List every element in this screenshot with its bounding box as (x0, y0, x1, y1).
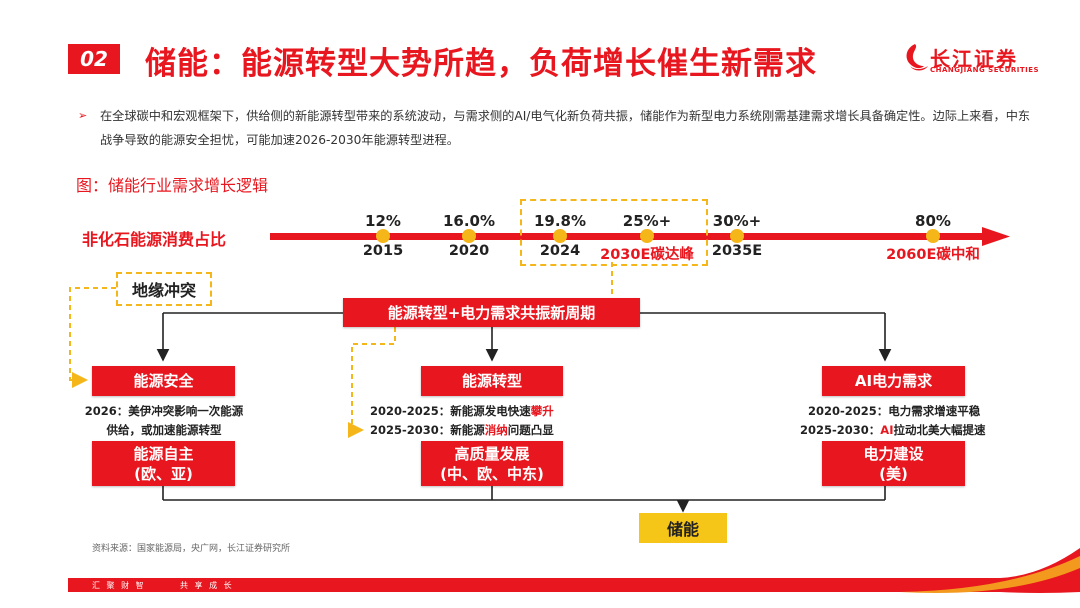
changjiang-logo-icon (906, 44, 928, 71)
timeline-dot (730, 229, 744, 243)
timeline-dot (553, 229, 567, 243)
bullet-text: 在全球碳中和宏观框架下，供给侧的新能源转型带来的系统波动，与需求侧的AI/电气化… (100, 109, 1031, 147)
desc-highlight: AI (880, 423, 894, 437)
timeline-pct-2060: 80% (915, 212, 951, 230)
timeline-pct-2015: 12% (365, 212, 401, 230)
timeline-arrow (270, 227, 1010, 246)
logo-text: 长江证券 (930, 47, 1018, 71)
timeline-dot (926, 229, 940, 243)
desc-text: 2025-2030：新能源 (370, 423, 485, 437)
bullet-arrow-icon: ➢ (78, 109, 88, 122)
timeline-year-2015: 2015 (362, 243, 404, 259)
timeline-dot (640, 229, 654, 243)
timeline-year-2030: 2030E碳达峰 (600, 247, 694, 263)
high-quality-region: (中、欧、中东) (440, 464, 544, 483)
ai-power-demand-box: AI电力需求 (822, 366, 965, 396)
desc-text: 问题凸显 (507, 423, 554, 437)
geopolitical-conflict-box: 地缘冲突 (116, 272, 212, 306)
desc-text: 2020-2025：新能源发电快速 (370, 404, 531, 418)
timeline-dot (376, 229, 390, 243)
energy-storage-box: 储能 (639, 513, 727, 543)
source-note: 资料来源：国家能源局，央广网，长江证券研究所 (92, 544, 291, 554)
page-title: 储能：能源转型大势所趋，负荷增长催生新需求 (145, 46, 817, 82)
timeline-year-2020: 2020 (448, 243, 490, 259)
ai-power-desc-1: 2020-2025：电力需求增速平稳 (808, 404, 981, 418)
footer-slogan-right: 共 享 成 长 (180, 581, 234, 590)
energy-autonomy-label: 能源自主 (133, 444, 194, 463)
logo-subtext: CHANGJIANG SECURITIES (930, 66, 1040, 74)
energy-transition-box: 能源转型 (421, 366, 563, 396)
timeline-year-2024: 2024 (539, 243, 581, 259)
timeline-pct-2020: 16.0% (442, 212, 496, 230)
high-quality-development-box: 高质量发展 (中、欧、中东) (421, 441, 563, 486)
ai-power-desc-2: 2025-2030：AI拉动北美大幅提速 (800, 421, 985, 440)
timeline-year-2035: 2035E (711, 243, 763, 259)
power-construction-label: 电力建设 (863, 444, 924, 463)
section-badge: 02 (68, 44, 120, 74)
timeline-pct-2024: 19.8% (533, 212, 587, 230)
energy-security-desc: 2026：美伊冲突影响一次能源供给，或加速能源转型 (84, 404, 244, 437)
high-quality-label: 高质量发展 (454, 444, 530, 463)
desc-highlight: 攀升 (530, 404, 554, 418)
power-construction-region: (美) (879, 464, 908, 483)
center-cycle-box: 能源转型+电力需求共振新周期 (343, 298, 640, 327)
energy-autonomy-box: 能源自主 (欧、亚) (92, 441, 235, 486)
timeline-pct-2035: 30%+ (712, 212, 762, 230)
desc-highlight: 消纳 (484, 423, 508, 437)
energy-autonomy-region: (欧、亚) (134, 464, 193, 483)
timeline-year-2060: 2060E碳中和 (886, 247, 980, 263)
figure-title: 图：储能行业需求增长逻辑 (76, 176, 269, 195)
highlight-period-box (520, 199, 708, 266)
footer-band (68, 548, 1080, 608)
timeline-label: 非化石能源消费占比 (82, 230, 227, 249)
energy-transition-desc-2: 2025-2030：新能源消纳问题凸显 (370, 421, 554, 440)
footer-slogan-left: 汇 聚 财 智 (92, 581, 146, 590)
energy-security-box: 能源安全 (92, 366, 235, 396)
timeline-pct-2030: 25%+ (622, 212, 672, 230)
timeline-dot (462, 229, 476, 243)
desc-text: 拉动北美大幅提速 (893, 423, 986, 437)
power-construction-box: 电力建设 (美) (822, 441, 965, 486)
desc-text: 2025-2030： (800, 423, 881, 437)
energy-transition-desc-1: 2020-2025：新能源发电快速攀升 (370, 402, 554, 421)
